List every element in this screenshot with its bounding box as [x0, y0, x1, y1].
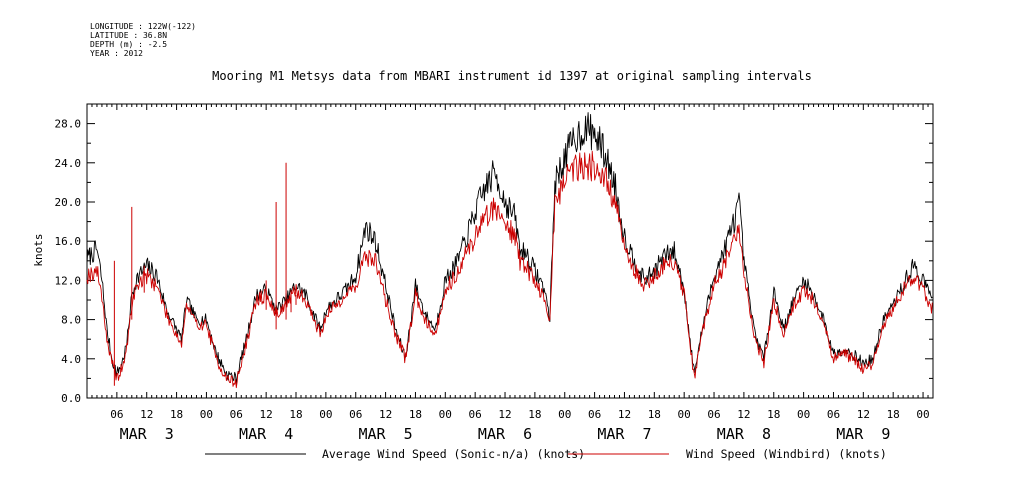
y-axis-label: knots [32, 233, 45, 266]
x-tick-label: 18 [409, 408, 422, 421]
y-tick-label: 20.0 [55, 196, 82, 209]
longitude-text: LONGITUDE : 122W(-122) [90, 22, 196, 31]
x-tick-label: 12 [260, 408, 273, 421]
y-tick-labels: 0.0 4.0 8.0 12.0 16.0 20.0 24.0 28.0 [55, 118, 82, 405]
x-tick-label: 18 [767, 408, 780, 421]
y-tick-label: 28.0 [55, 118, 82, 131]
legend-label-sonic: Average Wind Speed (Sonic-n/a) (knots) [322, 447, 585, 461]
chart-title: Mooring M1 Metsys data from MBARI instru… [212, 69, 812, 83]
x-tick-label: 00 [200, 408, 213, 421]
x-tick-label: 06 [110, 408, 123, 421]
y-tick-label: 24.0 [55, 157, 82, 170]
day-labels: MAR 3 MAR 4 MAR 5 MAR 6 MAR 7 MAR 8 MAR 9 [120, 425, 891, 443]
series-line-0 [86, 112, 933, 385]
station-metadata: LONGITUDE : 122W(-122) LATITUDE : 36.8N … [90, 22, 196, 58]
x-tick-label: 12 [140, 408, 153, 421]
day-label: MAR 7 [597, 425, 651, 443]
x-tick-label: 06 [230, 408, 243, 421]
x-tick-label: 06 [827, 408, 840, 421]
x-tick-label: 18 [170, 408, 183, 421]
x-tick-label: 06 [707, 408, 720, 421]
x-tick-label: 18 [289, 408, 302, 421]
y-tick-label: 8.0 [61, 314, 81, 327]
x-tick-label: 18 [887, 408, 900, 421]
x-tick-label: 00 [439, 408, 452, 421]
x-tick-label: 12 [498, 408, 511, 421]
year-text: YEAR : 2012 [90, 49, 143, 58]
x-tick-label: 00 [916, 408, 929, 421]
series-layer [86, 112, 933, 389]
x-tick-label: 00 [797, 408, 810, 421]
day-label: MAR 8 [717, 425, 771, 443]
day-label: MAR 6 [478, 425, 532, 443]
x-tick-label: 00 [678, 408, 691, 421]
x-tick-label: 00 [319, 408, 332, 421]
x-tick-labels: 06 12 18 00 06 12 18 00 06 12 18 00 06 12 18 00 06 12 18 00… [110, 408, 929, 421]
legend: Average Wind Speed (Sonic-n/a) (knots) W… [205, 447, 887, 461]
x-tick-label: 12 [618, 408, 631, 421]
x-tick-label: 18 [648, 408, 661, 421]
x-tick-label: 18 [528, 408, 541, 421]
day-label: MAR 4 [239, 425, 293, 443]
day-label: MAR 9 [836, 425, 890, 443]
plot-frame [86, 103, 934, 399]
day-label: MAR 5 [358, 425, 412, 443]
series-line-1 [86, 150, 933, 389]
axis-ticks [86, 103, 934, 399]
y-tick-label: 12.0 [55, 274, 82, 287]
x-tick-label: 06 [349, 408, 362, 421]
latitude-text: LATITUDE : 36.8N [90, 31, 168, 40]
x-tick-label: 12 [857, 408, 870, 421]
y-tick-label: 16.0 [55, 235, 82, 248]
y-tick-label: 0.0 [61, 392, 81, 405]
depth-text: DEPTH (m) : -2.5 [90, 40, 168, 49]
y-tick-label: 4.0 [61, 353, 81, 366]
legend-label-windbird: Wind Speed (Windbird) (knots) [686, 447, 887, 461]
day-label: MAR 3 [120, 425, 174, 443]
x-tick-label: 12 [379, 408, 392, 421]
x-tick-label: 06 [469, 408, 482, 421]
x-tick-label: 06 [588, 408, 601, 421]
x-tick-label: 00 [558, 408, 571, 421]
x-tick-label: 12 [737, 408, 750, 421]
